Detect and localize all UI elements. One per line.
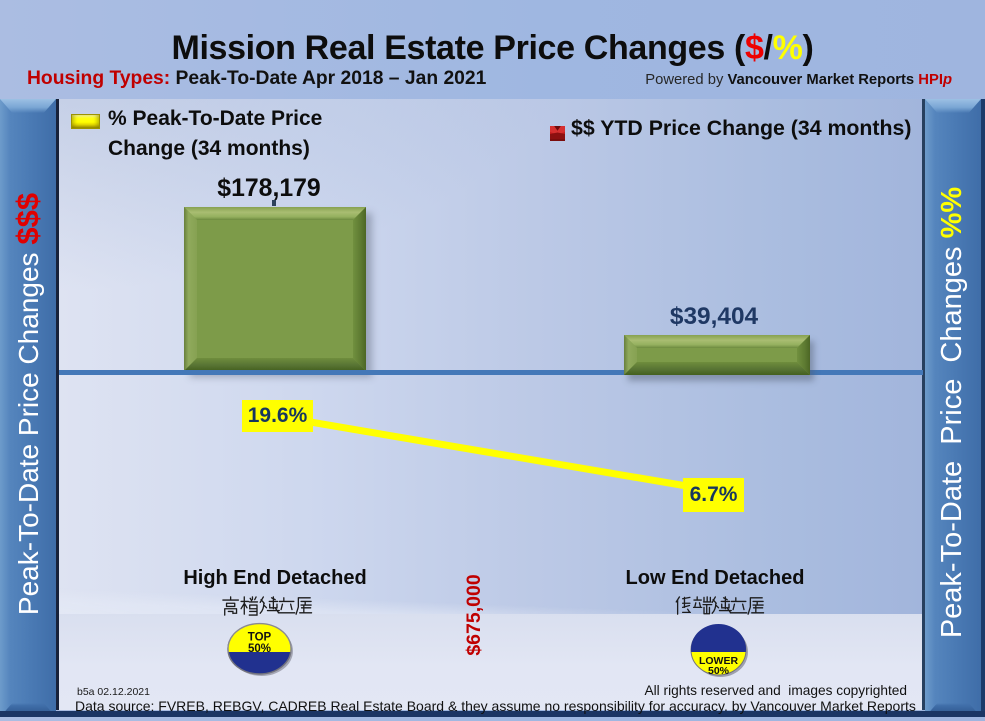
svg-text:50%: 50% <box>708 665 730 677</box>
svg-text:TOP: TOP <box>248 632 272 644</box>
svg-text:50%: 50% <box>248 643 271 655</box>
svg-text:LOWER: LOWER <box>699 655 738 667</box>
